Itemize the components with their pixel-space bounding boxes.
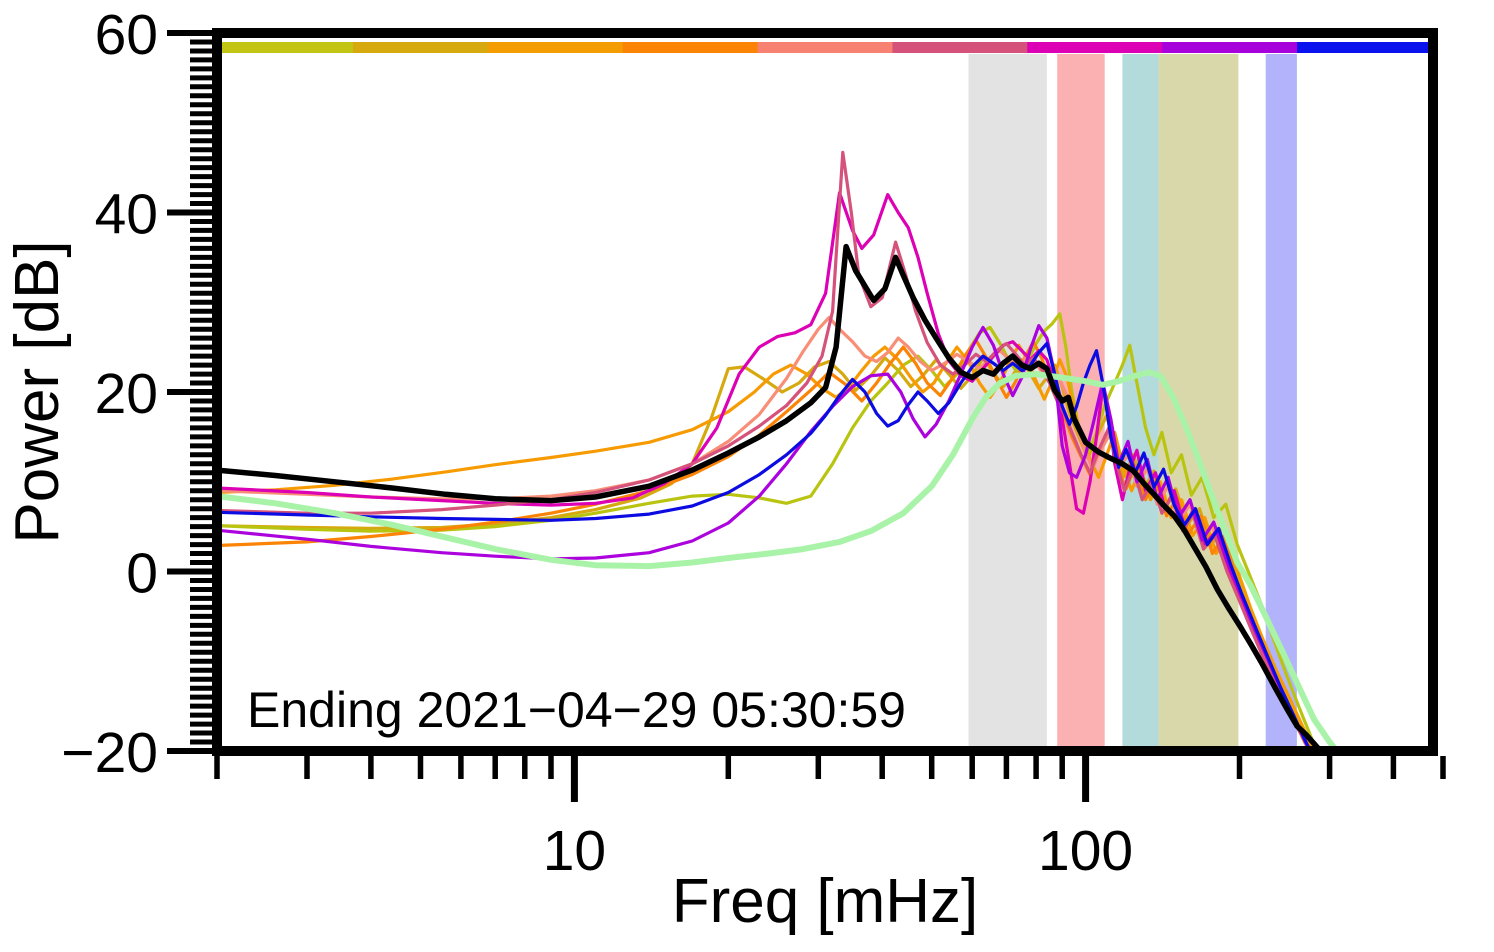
x-tick-label-100: 100 [1038, 819, 1133, 883]
curve-yellow-green [215, 312, 1319, 753]
y-tick-label-60: 60 [95, 3, 158, 67]
colorbar-segment-5 [892, 42, 1029, 53]
x-tick-label-10: 10 [543, 819, 606, 883]
colorbar-segment-3 [622, 42, 759, 53]
y-axis-label: Power [dB] [3, 240, 72, 543]
spectrum-curves [214, 150, 1340, 754]
curve-light-green [214, 369, 1340, 754]
ending-time-annotation: Ending 2021−04−29 05:30:59 [247, 682, 906, 738]
plot-frame [212, 28, 1438, 756]
colorbar-segment-2 [487, 42, 624, 53]
colorbar-segment-8 [1297, 42, 1433, 53]
axis-ticks [167, 30, 1446, 802]
curve-purple [215, 324, 1316, 753]
curve-blue [215, 341, 1312, 753]
shaded-frequency-bands [968, 54, 1297, 746]
y-tick-label-20: 20 [95, 362, 158, 426]
frequency-band-3 [1158, 54, 1239, 746]
curve-mean-black [214, 243, 1324, 754]
y-tick-label-40: 40 [95, 183, 158, 247]
y-tick-label--20: −20 [61, 721, 158, 785]
y-tick-label-0: 0 [126, 542, 158, 606]
colorbar-segment-1 [352, 42, 489, 53]
colorbar-segment-4 [757, 42, 894, 53]
colorbar-segment-6 [1027, 42, 1163, 53]
colorbar-segment-7 [1162, 42, 1298, 53]
colorbar-segment-0 [218, 42, 354, 53]
frequency-band-0 [968, 54, 1047, 746]
axis-tick-labels: 60 40 20 0 −20 10 100 [61, 3, 1133, 883]
top-station-colorbar [218, 42, 1433, 53]
x-axis-label: Freq [mHz] [672, 867, 979, 936]
